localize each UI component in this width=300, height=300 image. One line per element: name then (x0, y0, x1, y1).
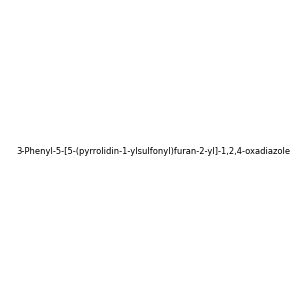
Text: 3-Phenyl-5-[5-(pyrrolidin-1-ylsulfonyl)furan-2-yl]-1,2,4-oxadiazole: 3-Phenyl-5-[5-(pyrrolidin-1-ylsulfonyl)f… (17, 147, 291, 156)
